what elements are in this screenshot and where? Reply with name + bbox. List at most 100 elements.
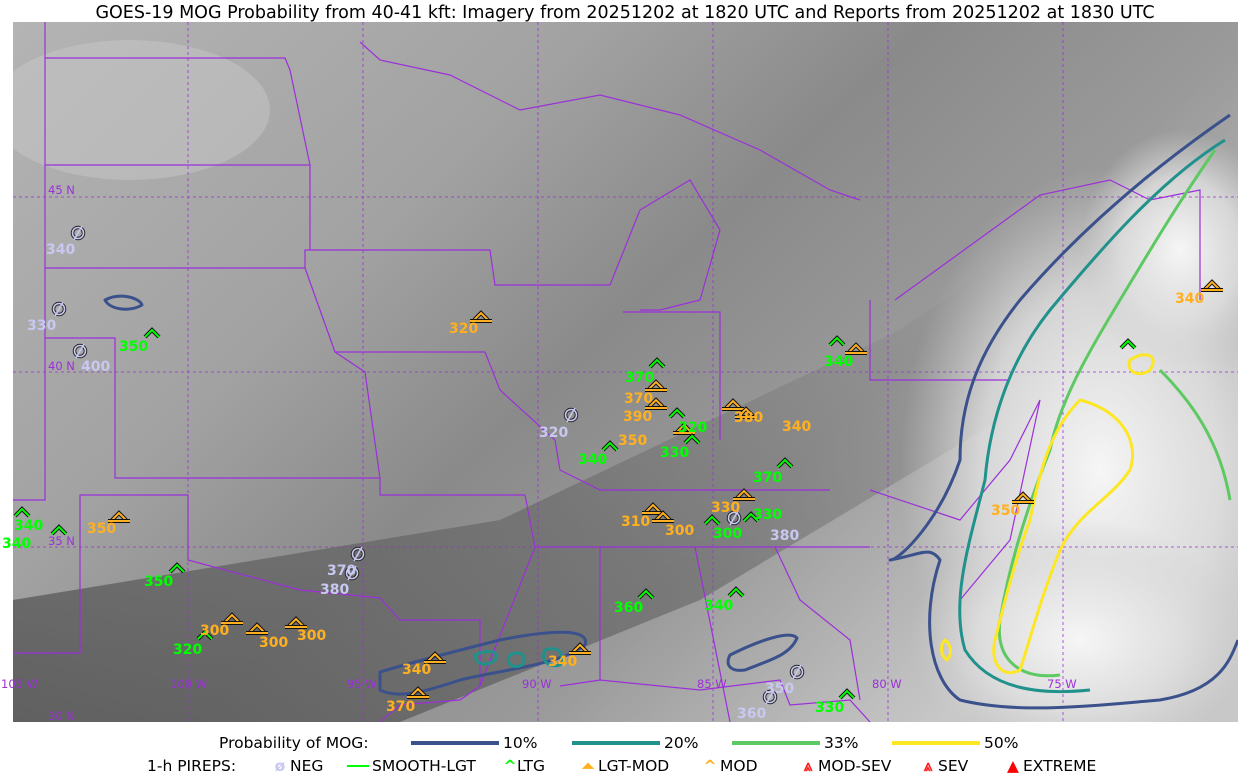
- pirep-altitude-label: 350: [87, 521, 116, 537]
- caret-bar-icon: [569, 642, 591, 655]
- pirep-altitude-label: 330: [660, 445, 689, 461]
- contour-10: [888, 113, 1238, 710]
- contour-10: [378, 630, 587, 696]
- pirep-altitude-label: 390: [623, 409, 652, 425]
- legend-mod: ^ MOD: [700, 755, 758, 777]
- pirep-altitude-label: 330: [27, 318, 56, 334]
- ltg-caret-icon: [668, 407, 686, 419]
- neg-circle-slash-icon: [344, 565, 360, 581]
- cloud-mass: [910, 520, 1238, 722]
- double-caret-icon: ⩓: [923, 756, 933, 775]
- filled-triangle-icon: ▲: [1007, 757, 1019, 775]
- lat-label: 40 N: [48, 359, 75, 373]
- caret-bar-icon: [645, 397, 667, 410]
- pirep-altitude-label: 340: [14, 518, 43, 534]
- pirep-altitude-label: 330: [815, 700, 844, 716]
- ltg-caret-icon: [742, 511, 760, 523]
- pirep-altitude-label: 400: [81, 359, 110, 375]
- pirep-altitude-label: 340: [46, 242, 75, 258]
- pirep-altitude-label: 340: [578, 452, 607, 468]
- legend-lgt-mod: ⏶ LGT-MOD: [578, 755, 669, 777]
- caret-bar-icon: [285, 616, 307, 629]
- ltg-caret-icon: [703, 514, 721, 526]
- pirep-altitude-label: 350: [119, 339, 148, 355]
- ltg-caret-icon: [828, 335, 846, 347]
- legend-20: 20%: [572, 732, 698, 754]
- pirep-altitude-label: 320: [539, 425, 568, 441]
- lon-label: 100 W: [170, 677, 207, 691]
- legend-label: LTG: [517, 757, 545, 775]
- legend-smooth-lgt: SMOOTH-LGT: [347, 755, 476, 777]
- caret-bar-icon: [735, 406, 757, 419]
- pirep-legend: 1-h PIREPS: ø NEG SMOOTH-LGT ^ LTG ⏶ LGT-MO…: [0, 755, 1250, 777]
- probability-legend-label: Probability of MOG:: [219, 734, 369, 752]
- legend-label: LGT-MOD: [598, 757, 670, 775]
- swatch-33: [732, 741, 820, 745]
- ltg-caret-icon: [838, 688, 856, 700]
- probability-legend: Probability of MOG: 10% 20% 33% 50%: [0, 732, 1250, 754]
- pirep-altitude-label: 370: [386, 699, 415, 715]
- contour-20: [473, 647, 564, 669]
- map-title: GOES-19 MOG Probability from 40-41 kft: …: [95, 3, 1155, 23]
- pirep-altitude-label: 340: [402, 662, 431, 678]
- contour-33: [1158, 368, 1232, 501]
- caret-bar-icon: [652, 510, 674, 523]
- swatch-20: [572, 741, 660, 745]
- pirep-altitude-label: 300: [297, 628, 326, 644]
- legend-label: 50%: [984, 734, 1019, 752]
- lat-label: 35 N: [48, 534, 75, 548]
- caret-bar-icon: [246, 622, 268, 635]
- ltg-caret-icon: [196, 629, 214, 641]
- ltg-caret-icon: [168, 562, 186, 574]
- neg-circle-slash-icon: [51, 301, 67, 317]
- swatch-10: [411, 741, 499, 745]
- pirep-altitude-label: 370: [753, 470, 782, 486]
- caret-icon: ^: [503, 757, 517, 775]
- contour-50: [940, 638, 952, 662]
- pirep-altitude-label: 340: [704, 598, 733, 614]
- lon-label: 105 W: [1, 677, 38, 691]
- legend-label: 10%: [503, 734, 538, 752]
- ltg-caret-icon: [637, 588, 655, 600]
- caret-bar-icon: [407, 686, 429, 699]
- legend-mod-sev: ⩓ MOD-SEV: [798, 755, 892, 777]
- ltg-caret-icon: [683, 433, 701, 445]
- caret-bar-icon: [424, 651, 446, 664]
- caret-bar-icon: [221, 612, 243, 625]
- ltg-caret-icon: [648, 357, 666, 369]
- pirep-altitude-label: 340: [782, 419, 811, 435]
- pirep-layer: [13, 225, 1223, 705]
- legend-neg: ø NEG: [270, 755, 324, 777]
- pirep-altitude-label: 350: [991, 503, 1020, 519]
- pirep-altitude-label: 300: [259, 635, 288, 651]
- pirep-altitude-label: 350: [618, 433, 647, 449]
- ltg-caret-icon: [776, 457, 794, 469]
- contour-50: [992, 398, 1135, 675]
- neg-circle-slash-icon: [70, 225, 86, 241]
- legend-label: MOD: [720, 757, 758, 775]
- pirep-altitude-label: 340: [548, 654, 577, 670]
- legend-label: 33%: [824, 734, 859, 752]
- pirep-altitude-label: 300: [713, 526, 742, 542]
- legend-10: 10%: [411, 732, 537, 754]
- pirep-altitude-label: 320: [678, 420, 707, 436]
- pirep-altitude-label: 300: [200, 623, 229, 639]
- legend-label: SMOOTH-LGT: [372, 757, 476, 775]
- legend-label: 20%: [664, 734, 699, 752]
- legend-label: MOD-SEV: [818, 757, 892, 775]
- lat-label: 30 N: [48, 709, 75, 723]
- pirep-altitude-label: 360: [614, 600, 643, 616]
- legend-33: 33%: [732, 732, 858, 754]
- ltg-caret-icon: [50, 524, 68, 536]
- grid-labels: 45 N 40 N 35 N 30 N 105 W 100 W 95 W 90 …: [1, 183, 1077, 723]
- pirep-altitude-label: 380: [770, 528, 799, 544]
- legend-sev: ⩓ SEV: [918, 755, 969, 777]
- caret-bar-icon: [722, 398, 744, 411]
- neg-circle-slash-icon: [350, 546, 366, 562]
- ltg-caret-icon: [13, 506, 31, 518]
- legend-label: NEG: [290, 757, 324, 775]
- lat-label: 45 N: [48, 183, 75, 197]
- neg-circle-slash-icon: [563, 407, 579, 423]
- legend-50: 50%: [892, 732, 1018, 754]
